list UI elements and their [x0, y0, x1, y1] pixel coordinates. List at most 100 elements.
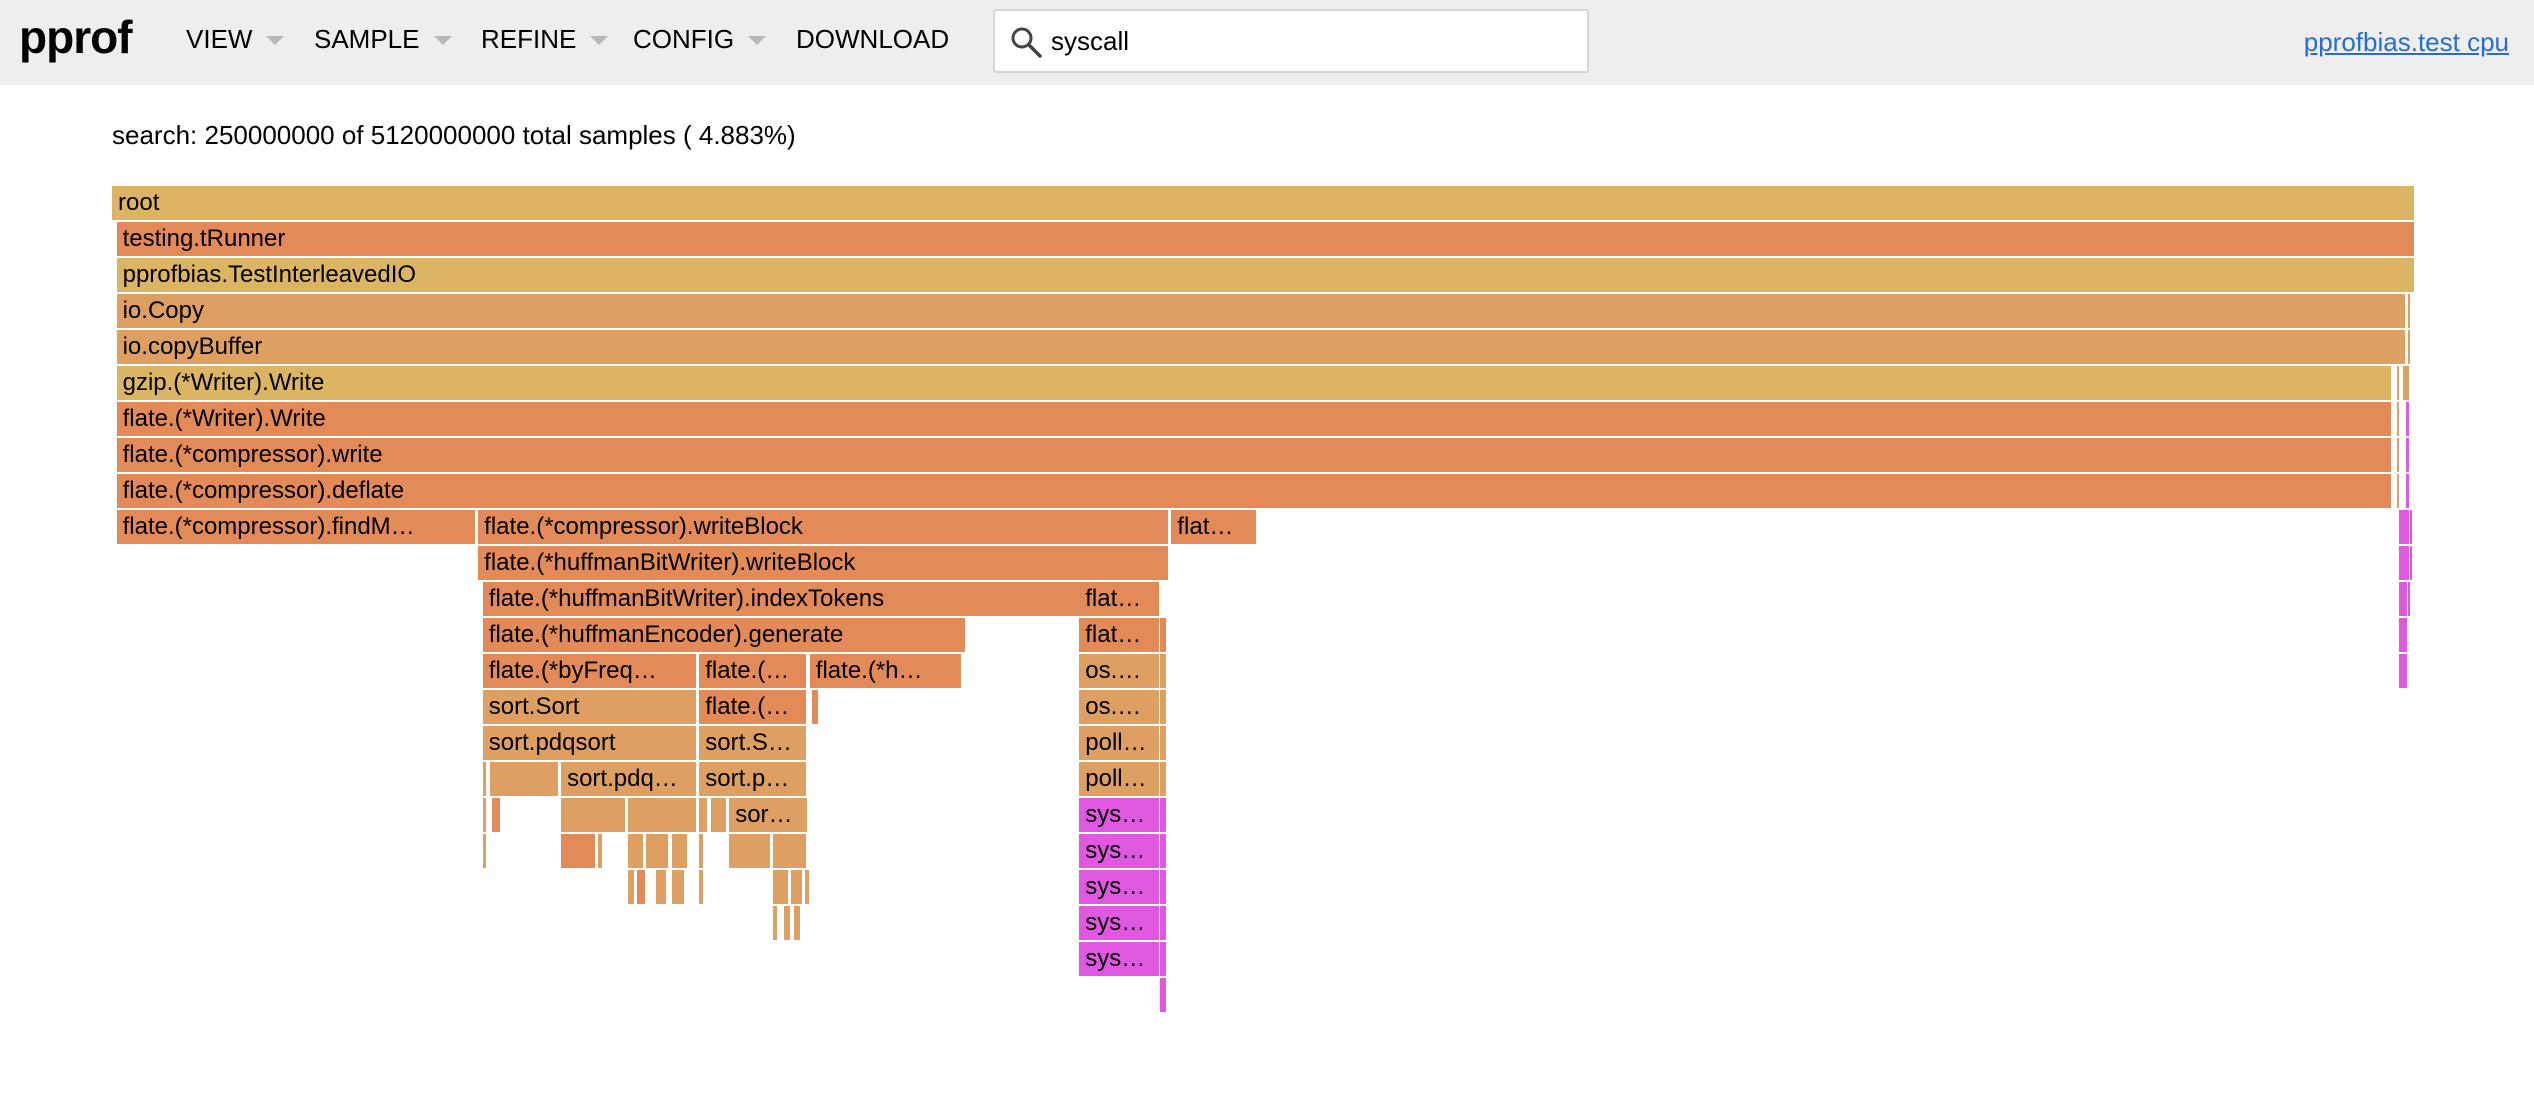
flame-frame[interactable] [699, 834, 703, 868]
flame-frame[interactable] [772, 834, 807, 868]
flame-frame[interactable]: sys… [1079, 906, 1159, 940]
flame-frame[interactable]: sys… [1079, 834, 1159, 868]
flame-frame[interactable] [489, 762, 558, 796]
flame-frame[interactable] [2398, 618, 2408, 652]
flame-frame[interactable] [1159, 690, 1166, 724]
flame-frame[interactable]: sort.p… [699, 762, 807, 796]
flame-frame[interactable] [627, 798, 696, 832]
flame-frame[interactable]: flate.(… [699, 690, 807, 724]
flame-frame[interactable]: flat… [1079, 582, 1159, 616]
flame-frame[interactable] [1159, 834, 1166, 868]
flame-frame[interactable]: flate.(*huffmanEncoder).generate [482, 618, 966, 652]
flame-frame[interactable] [2405, 474, 2410, 508]
flame-frame[interactable] [2398, 510, 2410, 544]
flame-frame[interactable] [1159, 942, 1166, 976]
flame-frame[interactable] [2410, 546, 2413, 580]
flame-frame[interactable]: flat… [1079, 618, 1159, 652]
flame-frame[interactable]: root [112, 186, 2414, 220]
flame-frame[interactable]: flate.(*compressor).findM… [116, 510, 475, 544]
flame-frame[interactable]: io.copyBuffer [116, 330, 2405, 364]
flame-frame[interactable]: flat… [1171, 510, 1256, 544]
flame-frame[interactable]: sys… [1079, 942, 1159, 976]
profile-title-link[interactable]: pprofbias.test cpu [2303, 27, 2509, 57]
flame-frame[interactable] [1159, 618, 1166, 652]
flame-frame[interactable] [772, 870, 789, 904]
menu-download[interactable]: DOWNLOAD [796, 24, 949, 55]
flame-frame[interactable] [710, 798, 726, 832]
search-input[interactable] [1051, 21, 1571, 61]
flame-frame[interactable] [637, 870, 646, 904]
flame-frame[interactable] [561, 798, 625, 832]
flame-frame[interactable] [482, 834, 487, 868]
flame-frame[interactable]: sor… [729, 798, 807, 832]
flame-frame[interactable] [482, 798, 487, 832]
flame-frame[interactable]: flate.(*compressor).deflate [116, 474, 2391, 508]
flame-frame[interactable] [646, 834, 669, 868]
flame-frame[interactable] [2410, 510, 2413, 544]
flame-frame[interactable]: flate.(… [699, 654, 807, 688]
flame-frame[interactable] [491, 798, 501, 832]
flame-frame[interactable]: flate.(*h… [809, 654, 961, 688]
flame-frame[interactable] [1159, 978, 1166, 1012]
flame-frame[interactable]: testing.tRunner [116, 222, 2414, 256]
flame-frame[interactable] [2405, 438, 2410, 472]
flame-frame[interactable]: sys… [1079, 798, 1159, 832]
flame-frame[interactable] [2403, 366, 2410, 400]
flame-frame[interactable] [2408, 330, 2411, 364]
flame-frame[interactable]: flate.(*compressor).write [116, 438, 2391, 472]
flame-frame[interactable] [482, 762, 487, 796]
pprof-logo[interactable]: pprof [19, 11, 133, 63]
flame-frame[interactable] [812, 690, 819, 724]
flame-frame[interactable]: flate.(*byFreq… [482, 654, 696, 688]
flame-frame[interactable]: sys… [1079, 870, 1159, 904]
flame-frame[interactable] [699, 870, 703, 904]
flame-frame[interactable]: flate.(*huffmanBitWriter).indexTokens [482, 582, 1081, 616]
flame-frame[interactable] [772, 906, 777, 940]
flame-frame[interactable]: poll… [1079, 762, 1159, 796]
menu-sample[interactable]: SAMPLE [314, 24, 452, 55]
flame-frame[interactable]: gzip.(*Writer).Write [116, 366, 2391, 400]
flame-frame[interactable] [2398, 546, 2410, 580]
flame-frame[interactable] [671, 870, 685, 904]
flame-frame[interactable]: flate.(*compressor).writeBlock [478, 510, 1169, 544]
menu-view[interactable]: VIEW [186, 24, 285, 55]
flame-frame[interactable] [784, 906, 791, 940]
flame-frame[interactable] [1159, 726, 1166, 760]
menu-config[interactable]: CONFIG [633, 24, 767, 55]
flame-frame[interactable]: sort.pdq… [561, 762, 696, 796]
flame-frame[interactable] [671, 834, 687, 868]
flame-frame[interactable] [699, 798, 708, 832]
flame-frame[interactable] [793, 906, 800, 940]
flame-frame[interactable]: poll… [1079, 726, 1159, 760]
flame-frame[interactable]: flate.(*Writer).Write [116, 402, 2391, 436]
flame-frame[interactable]: pprofbias.TestInterleavedIO [116, 258, 2414, 292]
flame-frame[interactable] [2405, 402, 2410, 436]
flame-frame[interactable]: os.… [1079, 654, 1159, 688]
flame-frame[interactable] [627, 870, 634, 904]
flame-frame[interactable] [2408, 582, 2411, 616]
flame-frame[interactable]: sort.pdqsort [482, 726, 696, 760]
flame-frame[interactable] [597, 834, 602, 868]
flame-frame[interactable] [805, 870, 809, 904]
flame-frame[interactable] [791, 870, 802, 904]
flame-frame[interactable]: sort.Sort [482, 690, 696, 724]
flame-frame[interactable] [561, 834, 595, 868]
flame-frame[interactable]: os.… [1079, 690, 1159, 724]
flame-frame[interactable] [2396, 474, 2399, 508]
menu-refine[interactable]: REFINE [481, 24, 609, 55]
flame-frame[interactable] [655, 870, 666, 904]
flame-frame[interactable] [1159, 654, 1166, 688]
flame-frame[interactable] [2396, 366, 2399, 400]
flame-frame[interactable] [729, 834, 770, 868]
flame-frame[interactable] [1159, 762, 1166, 796]
flame-frame[interactable] [1159, 870, 1166, 904]
flame-frame[interactable]: sort.S… [699, 726, 807, 760]
flame-frame[interactable] [1159, 906, 1166, 940]
flame-frame[interactable] [2396, 402, 2399, 436]
flame-frame[interactable] [2396, 438, 2399, 472]
flame-frame[interactable] [2408, 294, 2411, 328]
flame-frame[interactable]: flate.(*huffmanBitWriter).writeBlock [478, 546, 1169, 580]
search-box[interactable] [993, 9, 1589, 73]
flame-frame[interactable] [627, 834, 643, 868]
flame-frame[interactable] [2398, 654, 2408, 688]
